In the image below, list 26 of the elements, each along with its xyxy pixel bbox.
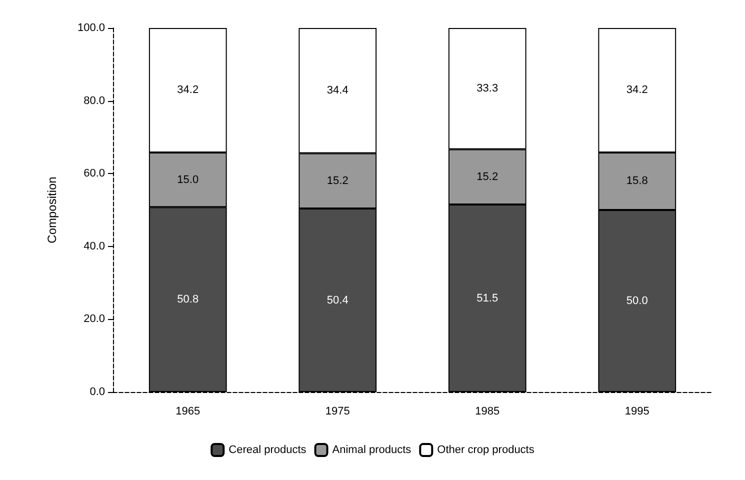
- legend-label: Other crop products: [437, 444, 535, 456]
- legend-label: Cereal products: [228, 444, 307, 456]
- data-label: 50.8: [177, 294, 199, 306]
- data-label: 34.2: [626, 84, 648, 96]
- data-label: 15.2: [476, 170, 498, 183]
- y-tick-label: 100.0: [77, 22, 105, 34]
- data-label: 15.0: [177, 174, 199, 186]
- legend-label: Animal products: [332, 444, 412, 456]
- data-label: 50.0: [626, 295, 648, 307]
- y-tick-label: 80.0: [84, 94, 105, 107]
- x-tick-label: 1985: [475, 406, 500, 418]
- y-tick-label: 20.0: [84, 313, 105, 326]
- y-tick-label: 40.0: [84, 240, 105, 252]
- x-tick-label: 1975: [325, 406, 350, 418]
- x-tick-label: 1965: [176, 406, 200, 418]
- y-axis-title: Composition: [45, 176, 59, 244]
- data-label: 50.4: [326, 294, 348, 306]
- data-label: 51.5: [476, 292, 498, 304]
- data-label: 15.8: [626, 175, 648, 188]
- y-tick-label: 60.0: [84, 168, 105, 180]
- data-label: 34.4: [326, 84, 348, 97]
- y-tick-label: 0.0: [90, 386, 105, 398]
- x-tick-label: 1995: [624, 406, 650, 418]
- data-label: 34.2: [177, 84, 199, 96]
- data-label: 15.2: [326, 174, 348, 187]
- data-label: 33.3: [476, 82, 498, 95]
